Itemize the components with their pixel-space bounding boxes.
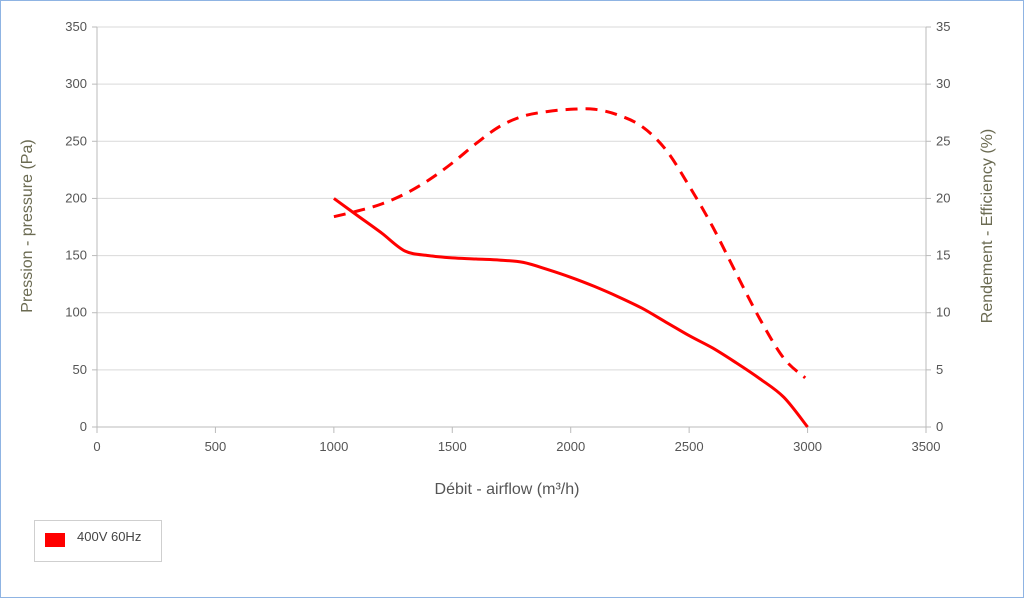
y-left-tick-label: 150 xyxy=(65,248,87,263)
y-left-tick-label: 100 xyxy=(65,305,87,320)
y-right-tick-label: 0 xyxy=(936,419,943,434)
legend-label: 400V 60Hz xyxy=(77,529,142,544)
y-right-tick-label: 35 xyxy=(936,19,950,34)
x-tick-label: 0 xyxy=(93,439,100,454)
y-left-tick-label: 50 xyxy=(73,362,87,377)
y-left-tick-label: 0 xyxy=(80,419,87,434)
pressure-curve xyxy=(333,197,809,428)
y-left-tick-label: 200 xyxy=(65,190,87,205)
y-right-tick-label: 10 xyxy=(936,305,950,320)
y-left-tick-label: 250 xyxy=(65,133,87,148)
legend: 400V 60Hz xyxy=(34,520,162,562)
x-tick-label: 3000 xyxy=(793,439,822,454)
efficiency-curve xyxy=(333,107,807,380)
series-group xyxy=(333,107,809,428)
y-right-tick-label: 30 xyxy=(936,76,950,91)
axes xyxy=(92,26,931,433)
x-tick-label: 500 xyxy=(205,439,227,454)
x-tick-label: 2000 xyxy=(556,439,585,454)
legend-swatch xyxy=(45,533,65,547)
y-right-tick-label: 25 xyxy=(936,133,950,148)
x-axis-title: Débit - airflow (m³/h) xyxy=(435,481,580,498)
y-right-tick-label: 5 xyxy=(936,362,943,377)
y-axis-left-title: Pression - pressure (Pa) xyxy=(19,139,36,312)
gridlines xyxy=(97,26,926,428)
x-tick-label: 1500 xyxy=(438,439,467,454)
x-tick-label: 1000 xyxy=(319,439,348,454)
x-tick-label: 3500 xyxy=(912,439,941,454)
x-tick-label: 2500 xyxy=(675,439,704,454)
y-left-tick-label: 350 xyxy=(65,19,87,34)
y-left-tick-label: 300 xyxy=(65,76,87,91)
y-right-tick-label: 20 xyxy=(936,190,950,205)
y-right-tick-label: 15 xyxy=(936,248,950,263)
y-axis-right-title: Rendement - Efficiency (%) xyxy=(979,129,996,323)
